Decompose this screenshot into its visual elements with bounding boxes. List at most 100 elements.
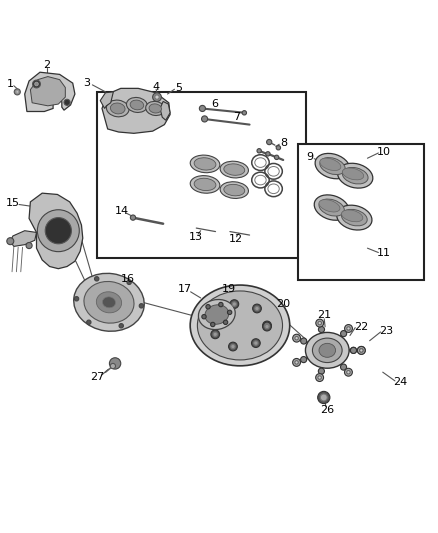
Ellipse shape bbox=[319, 343, 336, 357]
Circle shape bbox=[16, 91, 18, 93]
Circle shape bbox=[45, 217, 71, 244]
Circle shape bbox=[206, 304, 210, 309]
Circle shape bbox=[110, 358, 121, 369]
Circle shape bbox=[255, 306, 259, 311]
Text: 23: 23 bbox=[379, 326, 393, 336]
Circle shape bbox=[316, 319, 324, 327]
Circle shape bbox=[263, 322, 272, 331]
Ellipse shape bbox=[314, 195, 349, 220]
Polygon shape bbox=[29, 193, 83, 269]
Bar bbox=[97, 92, 306, 258]
Polygon shape bbox=[25, 72, 75, 111]
Ellipse shape bbox=[190, 155, 220, 173]
Text: 2: 2 bbox=[43, 60, 50, 70]
Circle shape bbox=[318, 368, 325, 374]
Circle shape bbox=[253, 304, 261, 313]
Text: 14: 14 bbox=[115, 206, 129, 216]
Circle shape bbox=[229, 342, 237, 351]
Circle shape bbox=[275, 155, 279, 159]
Circle shape bbox=[242, 111, 247, 115]
Circle shape bbox=[74, 296, 79, 301]
Text: 13: 13 bbox=[189, 232, 203, 242]
Circle shape bbox=[360, 349, 363, 352]
Text: 16: 16 bbox=[121, 274, 135, 284]
Circle shape bbox=[316, 374, 324, 382]
Circle shape bbox=[350, 348, 357, 353]
Text: 20: 20 bbox=[276, 298, 291, 309]
Circle shape bbox=[212, 311, 220, 320]
Circle shape bbox=[341, 330, 347, 337]
Text: 21: 21 bbox=[317, 310, 331, 320]
Ellipse shape bbox=[312, 338, 342, 362]
Ellipse shape bbox=[320, 158, 345, 175]
Circle shape bbox=[214, 313, 218, 318]
Text: 12: 12 bbox=[229, 235, 243, 245]
Polygon shape bbox=[102, 88, 170, 133]
Ellipse shape bbox=[337, 205, 372, 230]
Ellipse shape bbox=[106, 100, 129, 117]
Text: 9: 9 bbox=[306, 152, 313, 163]
Ellipse shape bbox=[224, 164, 245, 175]
Circle shape bbox=[320, 394, 327, 401]
Text: 6: 6 bbox=[211, 99, 218, 109]
Ellipse shape bbox=[110, 103, 125, 114]
Text: 7: 7 bbox=[233, 112, 240, 122]
Circle shape bbox=[265, 323, 269, 328]
Ellipse shape bbox=[194, 178, 216, 191]
Ellipse shape bbox=[96, 292, 122, 313]
Ellipse shape bbox=[220, 182, 248, 198]
Circle shape bbox=[318, 326, 325, 333]
Circle shape bbox=[295, 361, 298, 364]
Text: 5: 5 bbox=[175, 83, 182, 93]
Circle shape bbox=[318, 391, 330, 403]
Ellipse shape bbox=[319, 199, 344, 216]
Circle shape bbox=[266, 152, 270, 156]
Ellipse shape bbox=[220, 161, 248, 178]
Text: 15: 15 bbox=[6, 198, 20, 208]
Ellipse shape bbox=[198, 291, 283, 360]
Text: 1: 1 bbox=[7, 79, 14, 89]
Circle shape bbox=[251, 339, 260, 348]
Circle shape bbox=[127, 280, 131, 285]
Text: 3: 3 bbox=[84, 78, 91, 88]
Circle shape bbox=[131, 215, 136, 220]
Circle shape bbox=[300, 357, 307, 362]
Polygon shape bbox=[100, 92, 113, 108]
Circle shape bbox=[293, 334, 300, 342]
Ellipse shape bbox=[338, 163, 373, 188]
Ellipse shape bbox=[130, 100, 144, 110]
Circle shape bbox=[293, 359, 300, 366]
Circle shape bbox=[201, 116, 208, 122]
Ellipse shape bbox=[224, 184, 245, 196]
Circle shape bbox=[213, 332, 217, 336]
Circle shape bbox=[87, 320, 91, 325]
Ellipse shape bbox=[127, 98, 147, 112]
Circle shape bbox=[223, 320, 228, 325]
Circle shape bbox=[64, 99, 70, 106]
Circle shape bbox=[199, 106, 205, 111]
Ellipse shape bbox=[343, 168, 364, 180]
Circle shape bbox=[32, 80, 40, 88]
Ellipse shape bbox=[343, 167, 368, 184]
Polygon shape bbox=[160, 101, 170, 120]
Text: 26: 26 bbox=[320, 405, 334, 415]
Circle shape bbox=[139, 304, 144, 308]
Ellipse shape bbox=[194, 158, 216, 170]
Polygon shape bbox=[30, 77, 65, 106]
Circle shape bbox=[267, 140, 272, 144]
Circle shape bbox=[318, 321, 321, 325]
Ellipse shape bbox=[198, 300, 235, 329]
Text: 19: 19 bbox=[222, 284, 236, 294]
Circle shape bbox=[152, 93, 161, 101]
Ellipse shape bbox=[190, 285, 290, 366]
Text: 10: 10 bbox=[377, 147, 391, 157]
Text: 22: 22 bbox=[354, 322, 368, 332]
Circle shape bbox=[95, 277, 99, 281]
Circle shape bbox=[263, 321, 272, 330]
Polygon shape bbox=[11, 231, 36, 246]
Circle shape bbox=[360, 349, 363, 352]
Circle shape bbox=[14, 89, 20, 95]
Circle shape bbox=[211, 330, 219, 338]
Circle shape bbox=[119, 324, 124, 328]
Circle shape bbox=[211, 322, 215, 327]
